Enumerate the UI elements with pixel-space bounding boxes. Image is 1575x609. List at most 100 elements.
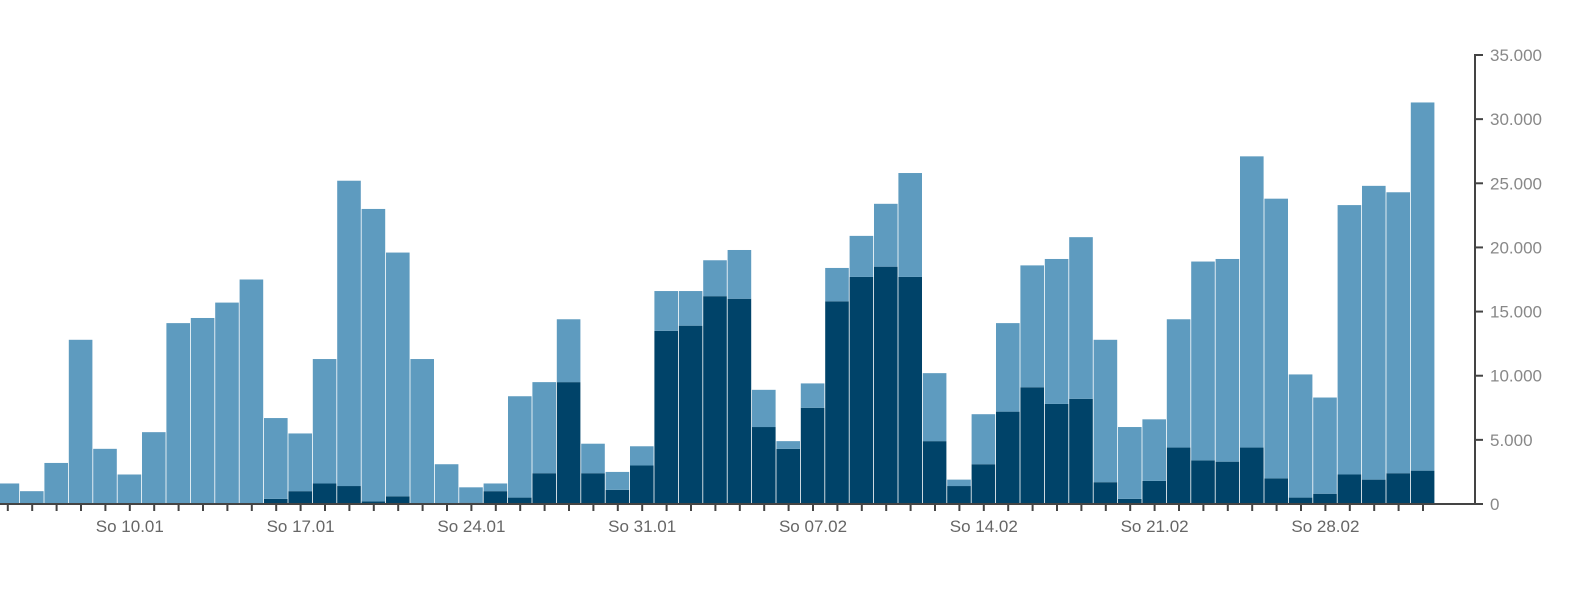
bar-light-segment bbox=[1240, 156, 1264, 448]
bar-light-segment bbox=[752, 389, 776, 428]
bar-stack bbox=[752, 389, 776, 504]
bar-dark-segment bbox=[532, 473, 556, 504]
bar-light-segment bbox=[215, 302, 239, 504]
bar-dark-segment bbox=[947, 486, 971, 504]
bar-dark-segment bbox=[1044, 403, 1069, 504]
y-tick-label: 30.000 bbox=[1490, 110, 1542, 129]
bar-dark-segment bbox=[825, 301, 849, 504]
x-tick-label: So 14.02 bbox=[950, 517, 1018, 536]
bar-light-segment bbox=[605, 471, 630, 490]
bar-light-segment bbox=[849, 235, 874, 277]
bar-stack bbox=[459, 487, 483, 504]
bar-stack bbox=[1410, 102, 1435, 504]
bar-stack bbox=[874, 203, 898, 504]
bar-light-segment bbox=[727, 249, 752, 299]
bar-dark-segment bbox=[752, 427, 776, 504]
bar-dark-segment bbox=[605, 489, 630, 504]
bar-dark-segment bbox=[1264, 478, 1288, 504]
bar-light-segment bbox=[361, 208, 386, 502]
bar-light-segment bbox=[800, 383, 825, 408]
bar-dark-segment bbox=[361, 501, 386, 504]
bar-stack bbox=[1386, 192, 1410, 504]
bar-stack bbox=[288, 433, 312, 504]
bar-light-segment bbox=[1386, 192, 1410, 474]
bar-dark-segment bbox=[922, 441, 947, 504]
bar-stack bbox=[190, 317, 215, 504]
bar-light-segment bbox=[459, 487, 483, 503]
bar-dark-segment bbox=[727, 298, 752, 504]
bar-stack bbox=[337, 180, 361, 504]
bar-dark-segment bbox=[703, 296, 727, 504]
bar-light-segment bbox=[898, 173, 922, 277]
bar-light-segment bbox=[703, 260, 727, 297]
bar-stack bbox=[0, 483, 20, 504]
y-tick-label: 25.000 bbox=[1490, 174, 1542, 193]
bar-dark-segment bbox=[1020, 387, 1044, 504]
bar-light-segment bbox=[1362, 185, 1386, 480]
bar-stack bbox=[1191, 261, 1215, 504]
bar-light-segment bbox=[239, 279, 264, 504]
bar-light-segment bbox=[44, 462, 68, 504]
bar-dark-segment bbox=[971, 464, 996, 504]
bar-light-segment bbox=[1191, 261, 1215, 461]
bar-light-segment bbox=[1166, 319, 1191, 448]
bar-dark-segment bbox=[1118, 498, 1142, 504]
bar-stack bbox=[703, 260, 727, 504]
bar-light-segment bbox=[1288, 374, 1313, 498]
bar-light-segment bbox=[1215, 258, 1240, 462]
bar-light-segment bbox=[264, 418, 288, 499]
bar-light-segment bbox=[117, 474, 142, 504]
bar-stack bbox=[1264, 198, 1288, 504]
bar-stack bbox=[410, 359, 434, 504]
bar-dark-segment bbox=[996, 411, 1020, 504]
bar-light-segment bbox=[93, 448, 117, 504]
bar-stack bbox=[727, 249, 752, 504]
bar-dark-segment bbox=[776, 448, 800, 504]
bar-stack bbox=[508, 396, 532, 504]
y-tick-label: 15.000 bbox=[1490, 303, 1542, 322]
bar-dark-segment bbox=[1215, 461, 1240, 504]
bar-dark-segment bbox=[1166, 447, 1191, 504]
bar-dark-segment bbox=[874, 266, 898, 504]
x-tick-label: So 21.02 bbox=[1121, 517, 1189, 536]
bar-stack bbox=[312, 359, 337, 504]
y-tick-label: 35.000 bbox=[1490, 46, 1542, 65]
bar-stack bbox=[825, 267, 849, 504]
bar-stack bbox=[1240, 156, 1264, 504]
bar-light-segment bbox=[20, 491, 44, 504]
bar-stack bbox=[800, 383, 825, 504]
bar-stack bbox=[142, 432, 166, 504]
bar-light-segment bbox=[0, 483, 20, 504]
x-tick-label: So 24.01 bbox=[437, 517, 505, 536]
bar-stack bbox=[678, 291, 703, 504]
bar-stack bbox=[117, 474, 142, 504]
bar-light-segment bbox=[166, 323, 190, 504]
bar-stack bbox=[483, 483, 508, 504]
bar-dark-segment bbox=[1288, 497, 1313, 504]
bar-light-segment bbox=[922, 373, 947, 442]
bar-stack bbox=[1362, 185, 1386, 504]
bar-dark-segment bbox=[1093, 482, 1118, 504]
bar-stack bbox=[654, 291, 678, 504]
bar-light-segment bbox=[434, 464, 459, 504]
bar-light-segment bbox=[1044, 258, 1069, 404]
y-tick-label: 20.000 bbox=[1490, 238, 1542, 257]
bar-light-segment bbox=[654, 291, 678, 331]
bar-dark-segment bbox=[337, 486, 361, 504]
bar-stack bbox=[1118, 427, 1142, 504]
bar-dark-segment bbox=[386, 496, 410, 504]
bar-light-segment bbox=[996, 323, 1020, 412]
x-tick-label: So 17.01 bbox=[267, 517, 335, 536]
bar-stack bbox=[630, 446, 654, 504]
x-axis: So 10.01 So 17.01 So 24.01 So 31.01 So 07.02… bbox=[0, 503, 1475, 536]
bar-dark-segment bbox=[1240, 447, 1264, 504]
bar-dark-segment bbox=[1362, 479, 1386, 504]
bar-light-segment bbox=[288, 433, 312, 492]
x-tick-label: So 31.01 bbox=[608, 517, 676, 536]
bar-stack bbox=[898, 173, 922, 504]
bar-stack bbox=[996, 323, 1020, 504]
bar-dark-segment bbox=[556, 382, 581, 504]
y-axis: 0 5.000 10.000 15.000 20.000 25.000 30.000 35.0… bbox=[1474, 46, 1542, 514]
bar-stack bbox=[1313, 397, 1337, 504]
bar-light-segment bbox=[337, 180, 361, 487]
